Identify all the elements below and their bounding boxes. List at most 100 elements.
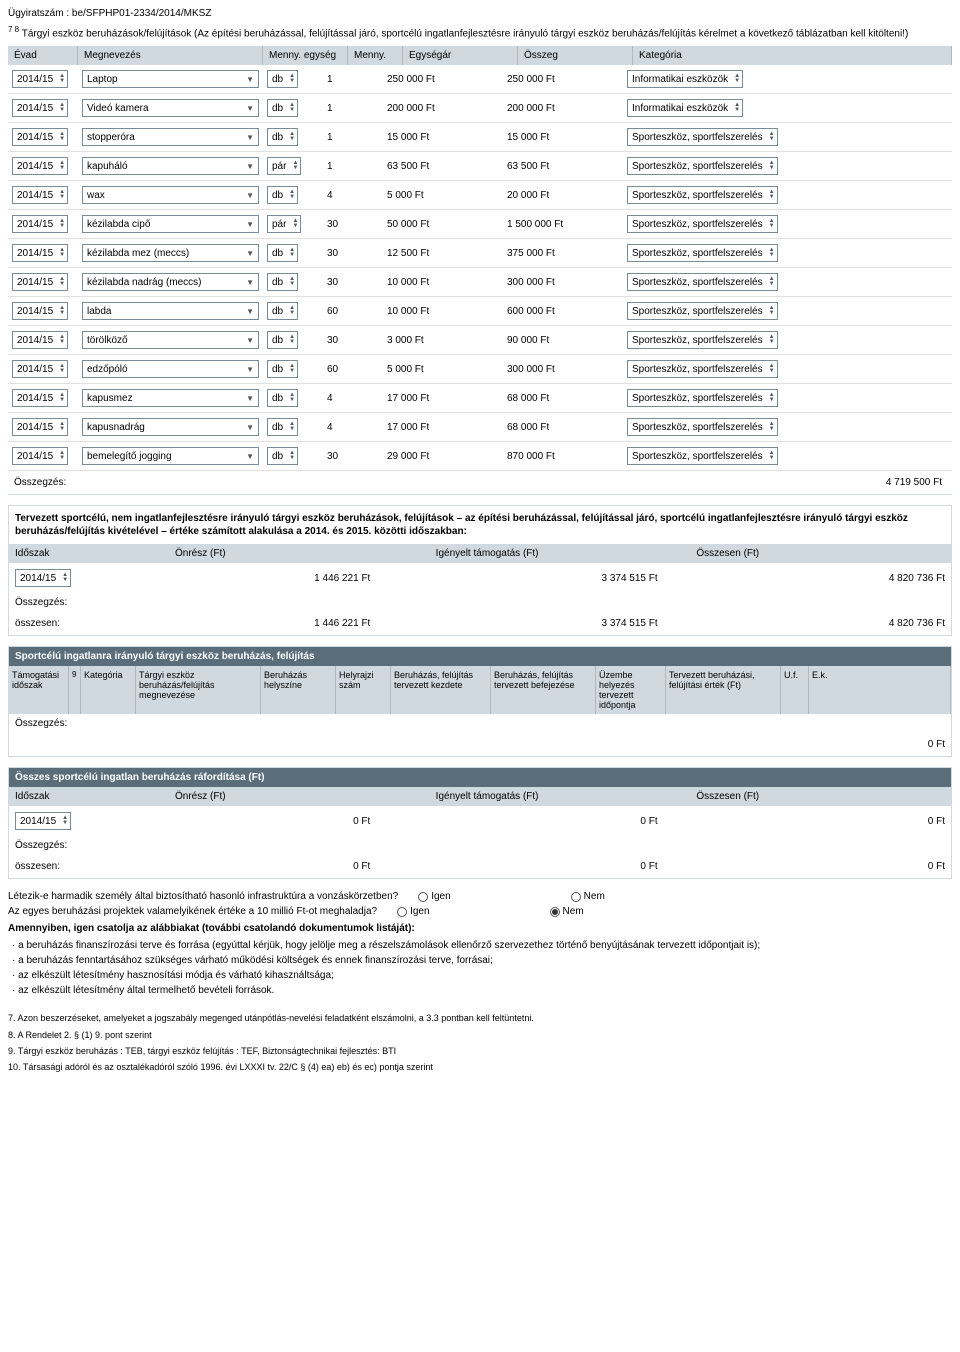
p1-sumlabel: Összegzés: bbox=[9, 593, 951, 612]
spinner[interactable]: db▲▼ bbox=[267, 70, 298, 88]
p3h-own: Önrész (Ft) bbox=[169, 787, 430, 806]
spinner[interactable]: db▲▼ bbox=[267, 360, 298, 378]
p1-support: 3 374 515 Ft bbox=[376, 571, 663, 586]
spinner-val: db bbox=[272, 364, 283, 375]
spinner[interactable]: db▲▼ bbox=[267, 418, 298, 436]
spinner-val: Sporteszköz, sportfelszerelés bbox=[632, 219, 763, 230]
spinner-val: 2014/15 bbox=[17, 161, 53, 172]
amend-title: Amennyiben, igen csatolja az alábbiakat … bbox=[8, 923, 952, 934]
sum-cell: 1 500 000 Ft bbox=[503, 217, 623, 232]
chevron-down-icon: ▼ bbox=[246, 365, 254, 374]
spinner[interactable]: Sporteszköz, sportfelszerelés▲▼ bbox=[627, 360, 778, 378]
dropdown-val: Laptop bbox=[87, 74, 118, 85]
spinner[interactable]: 2014/15▲▼ bbox=[12, 418, 68, 436]
dropdown[interactable]: stopperóra▼ bbox=[82, 128, 259, 146]
radio-icon bbox=[550, 907, 560, 917]
spinner[interactable]: db▲▼ bbox=[267, 99, 298, 117]
spinner[interactable]: 2014/15▲▼ bbox=[12, 157, 68, 175]
spinner[interactable]: 2014/15▲▼ bbox=[12, 302, 68, 320]
spinner[interactable]: Sporteszköz, sportfelszerelés▲▼ bbox=[627, 273, 778, 291]
dropdown[interactable]: Laptop▼ bbox=[82, 70, 259, 88]
spinner[interactable]: 2014/15▲▼ bbox=[12, 273, 68, 291]
spinner[interactable]: Sporteszköz, sportfelszerelés▲▼ bbox=[627, 331, 778, 349]
dropdown[interactable]: edzőpóló▼ bbox=[82, 360, 259, 378]
spinner[interactable]: 2014/15▲▼ bbox=[12, 447, 68, 465]
spinner[interactable]: db▲▼ bbox=[267, 273, 298, 291]
qty-cell: 1 bbox=[323, 72, 383, 87]
dropdown[interactable]: törölköző▼ bbox=[82, 331, 259, 349]
dropdown[interactable]: kézilabda nadrág (meccs)▼ bbox=[82, 273, 259, 291]
spinner[interactable]: Sporteszköz, sportfelszerelés▲▼ bbox=[627, 157, 778, 175]
spinner-val: Sporteszköz, sportfelszerelés bbox=[632, 248, 763, 259]
q1-no[interactable]: Nem bbox=[571, 891, 605, 902]
spinner[interactable]: db▲▼ bbox=[267, 447, 298, 465]
spinner[interactable]: Sporteszköz, sportfelszerelés▲▼ bbox=[627, 186, 778, 204]
qty-cell: 4 bbox=[323, 188, 383, 203]
spinner[interactable]: Sporteszköz, sportfelszerelés▲▼ bbox=[627, 302, 778, 320]
price-cell: 15 000 Ft bbox=[383, 130, 503, 145]
spinner-icon: ▲▼ bbox=[59, 393, 65, 403]
dropdown[interactable]: wax▼ bbox=[82, 186, 259, 204]
spinner[interactable]: 2014/15▲▼ bbox=[12, 215, 68, 233]
q2-yes-label: Igen bbox=[410, 906, 429, 917]
spinner[interactable]: pár▲▼ bbox=[267, 215, 301, 233]
spinner-icon: ▲▼ bbox=[62, 573, 68, 583]
spinner[interactable]: db▲▼ bbox=[267, 244, 298, 262]
spinner[interactable]: Sporteszköz, sportfelszerelés▲▼ bbox=[627, 244, 778, 262]
dropdown[interactable]: kapusnadrág▼ bbox=[82, 418, 259, 436]
spinner[interactable]: Sporteszköz, sportfelszerelés▲▼ bbox=[627, 418, 778, 436]
spinner[interactable]: db▲▼ bbox=[267, 331, 298, 349]
spinner[interactable]: Sporteszköz, sportfelszerelés▲▼ bbox=[627, 447, 778, 465]
table-row: 2014/15▲▼ bemelegítő jogging▼ db▲▼ 30 29… bbox=[8, 442, 952, 471]
radio-icon bbox=[397, 907, 407, 917]
spinner[interactable]: Sporteszköz, sportfelszerelés▲▼ bbox=[627, 389, 778, 407]
spinner[interactable]: Sporteszköz, sportfelszerelés▲▼ bbox=[627, 128, 778, 146]
spinner-val: Sporteszköz, sportfelszerelés bbox=[632, 161, 763, 172]
amend-item: · az elkészült létesítmény hasznosítási … bbox=[12, 968, 952, 983]
price-cell: 5 000 Ft bbox=[383, 362, 503, 377]
qty-cell: 30 bbox=[323, 217, 383, 232]
spinner[interactable]: 2014/15▲▼ bbox=[12, 70, 68, 88]
q2-yes[interactable]: Igen bbox=[397, 906, 429, 917]
spinner[interactable]: 2014/15▲▼ bbox=[12, 99, 68, 117]
spinner[interactable]: db▲▼ bbox=[267, 302, 298, 320]
dropdown[interactable]: kapusmez▼ bbox=[82, 389, 259, 407]
dropdown[interactable]: kapuháló▼ bbox=[82, 157, 259, 175]
spinner-val: 2014/15 bbox=[17, 335, 53, 346]
spinner[interactable]: 2014/15▲▼ bbox=[12, 128, 68, 146]
spinner-icon: ▲▼ bbox=[292, 161, 298, 171]
dropdown-val: törölköző bbox=[87, 335, 128, 346]
spinner[interactable]: db▲▼ bbox=[267, 186, 298, 204]
dropdown[interactable]: Videó kamera▼ bbox=[82, 99, 259, 117]
dropdown-val: kézilabda mez (meccs) bbox=[87, 248, 189, 259]
spinner[interactable]: 2014/15▲▼ bbox=[12, 331, 68, 349]
dropdown-val: wax bbox=[87, 190, 105, 201]
q2-text: Az egyes beruházási projektek valamelyik… bbox=[8, 906, 377, 917]
q1-yes[interactable]: Igen bbox=[418, 891, 450, 902]
p2h5: Helyrajzi szám bbox=[336, 666, 391, 714]
dropdown[interactable]: kézilabda mez (meccs)▼ bbox=[82, 244, 259, 262]
p2h1: Támogatási időszak bbox=[12, 670, 59, 690]
p3-period-spinner[interactable]: 2014/15 ▲▼ bbox=[15, 812, 71, 830]
spinner[interactable]: Informatikai eszközök▲▼ bbox=[627, 99, 743, 117]
spinner[interactable]: 2014/15▲▼ bbox=[12, 360, 68, 378]
dropdown[interactable]: kézilabda cipő▼ bbox=[82, 215, 259, 233]
spinner[interactable]: pár▲▼ bbox=[267, 157, 301, 175]
p1-period-spinner[interactable]: 2014/15 ▲▼ bbox=[15, 569, 71, 587]
spinner[interactable]: Informatikai eszközök▲▼ bbox=[627, 70, 743, 88]
q2-no[interactable]: Nem bbox=[550, 906, 584, 917]
spinner[interactable]: 2014/15▲▼ bbox=[12, 389, 68, 407]
spinner[interactable]: db▲▼ bbox=[267, 389, 298, 407]
dropdown[interactable]: labda▼ bbox=[82, 302, 259, 320]
sum-cell: 375 000 Ft bbox=[503, 246, 623, 261]
spinner[interactable]: Sporteszköz, sportfelszerelés▲▼ bbox=[627, 215, 778, 233]
dropdown[interactable]: bemelegítő jogging▼ bbox=[82, 447, 259, 465]
spinner-icon: ▲▼ bbox=[289, 422, 295, 432]
spinner[interactable]: 2014/15▲▼ bbox=[12, 186, 68, 204]
qty-cell: 30 bbox=[323, 246, 383, 261]
price-cell: 250 000 Ft bbox=[383, 72, 503, 87]
spinner-val: Sporteszköz, sportfelszerelés bbox=[632, 422, 763, 433]
price-cell: 12 500 Ft bbox=[383, 246, 503, 261]
spinner[interactable]: 2014/15▲▼ bbox=[12, 244, 68, 262]
spinner[interactable]: db▲▼ bbox=[267, 128, 298, 146]
